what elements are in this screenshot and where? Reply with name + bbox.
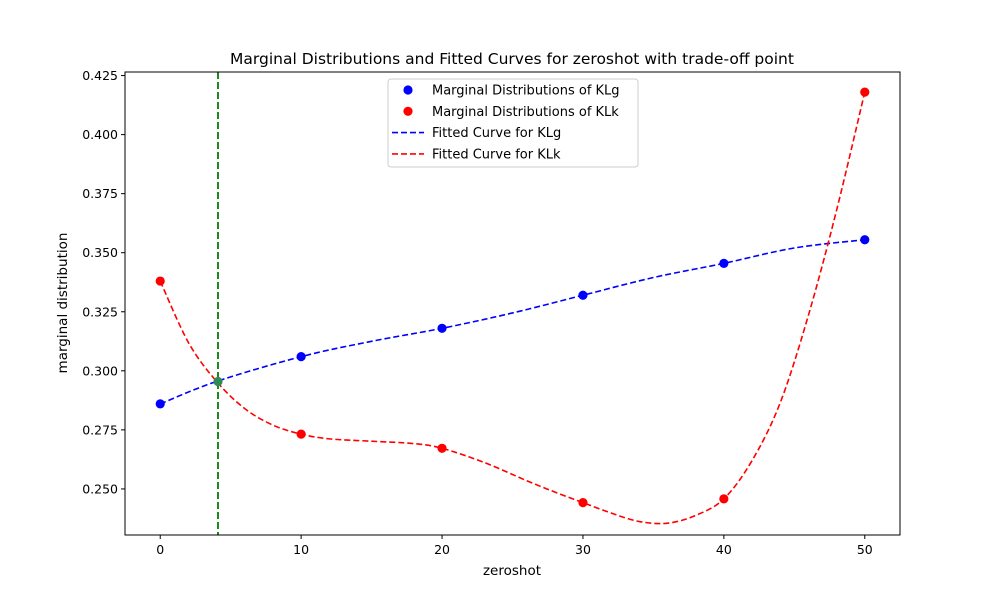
x-tick-label: 20 <box>434 542 450 557</box>
data-point-klk <box>437 443 447 453</box>
y-tick-label: 0.250 <box>82 481 118 496</box>
y-axis: 0.250 0.275 0.300 0.325 0.350 0.375 0.400 0.425 <box>82 68 125 496</box>
data-point-klk <box>296 429 306 439</box>
y-tick-label: 0.425 <box>82 68 118 83</box>
y-tick-label: 0.400 <box>82 127 118 142</box>
legend: Marginal Distributions of KLg Marginal Di… <box>387 78 639 168</box>
plot-area <box>155 72 870 535</box>
legend-marker <box>403 85 413 95</box>
data-point-klg <box>719 258 729 268</box>
y-tick-label: 0.350 <box>82 245 118 260</box>
legend-label: Marginal Distributions of KLg <box>432 84 620 99</box>
x-axis: 0 10 20 30 40 50 <box>156 535 873 557</box>
data-point-klg <box>578 290 588 300</box>
data-point-klg <box>155 399 165 409</box>
x-tick-label: 0 <box>156 542 164 557</box>
chart-title: Marginal Distributions and Fitted Curves… <box>230 50 794 68</box>
x-tick-label: 30 <box>575 542 591 557</box>
y-tick-label: 0.275 <box>82 422 118 437</box>
data-point-klk <box>860 87 870 97</box>
data-point-klk <box>578 498 588 508</box>
y-tick-label: 0.300 <box>82 363 118 378</box>
legend-label: Fitted Curve for KLk <box>432 147 561 162</box>
legend-label: Fitted Curve for KLg <box>432 126 561 141</box>
x-tick-label: 40 <box>716 542 732 557</box>
y-tick-label: 0.325 <box>82 304 118 319</box>
data-point-klk <box>155 276 165 286</box>
x-tick-label: 10 <box>293 542 309 557</box>
y-axis-label: marginal distribution <box>55 233 71 374</box>
tradeoff-point <box>213 376 223 387</box>
data-point-klg <box>437 323 447 333</box>
axes-frame <box>124 71 901 536</box>
legend-label: Marginal Distributions of KLk <box>432 105 619 120</box>
x-axis-label: zeroshot <box>483 563 541 579</box>
x-tick-label: 50 <box>857 542 873 557</box>
data-point-klk <box>719 494 729 504</box>
legend-box <box>387 78 639 168</box>
fitted-curve-klg <box>159 238 865 405</box>
y-tick-label: 0.375 <box>82 186 118 201</box>
legend-marker <box>403 106 413 116</box>
data-point-klg <box>860 235 870 245</box>
data-point-klg <box>296 352 306 362</box>
fitted-curve-klk <box>159 91 866 525</box>
